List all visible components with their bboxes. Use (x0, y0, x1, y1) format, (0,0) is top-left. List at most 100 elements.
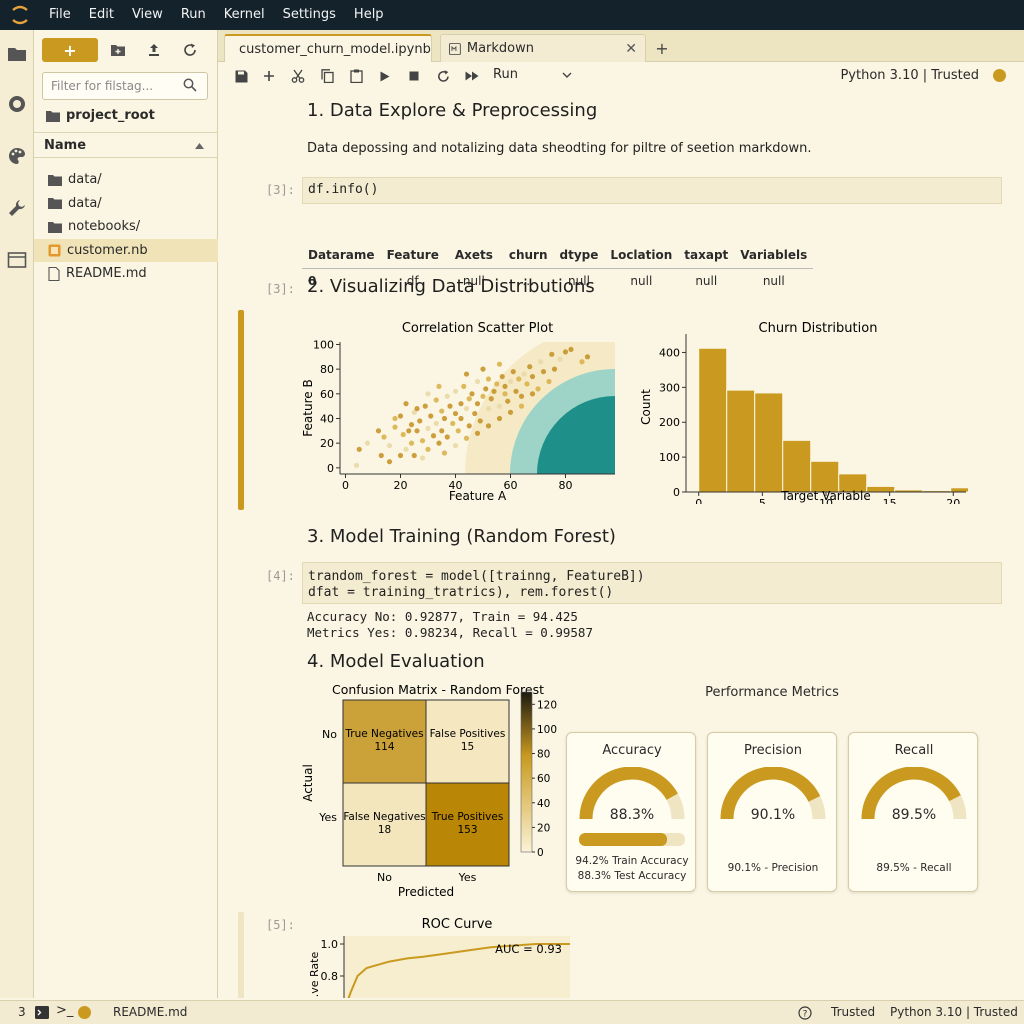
folder-icon (48, 197, 62, 209)
x-tick-label: 20 (394, 479, 408, 492)
add-tab-icon[interactable]: + (650, 36, 674, 60)
new-folder-icon[interactable] (108, 40, 128, 60)
copy-icon[interactable] (316, 66, 338, 86)
console-icon[interactable]: >_ (56, 1003, 73, 1018)
stop-icon[interactable] (403, 66, 425, 86)
palette-icon[interactable] (5, 144, 29, 168)
metric-value: 90.1% (708, 807, 838, 823)
breadcrumb[interactable]: project_root (46, 108, 155, 123)
scatter-point (401, 432, 406, 437)
scatter-point (527, 364, 532, 369)
scatter-point (535, 386, 540, 391)
file-item[interactable]: notebooks/ (34, 215, 218, 239)
file-filter-field[interactable] (42, 72, 208, 100)
scatter-point (579, 359, 584, 364)
fast-forward-icon[interactable] (461, 66, 483, 86)
file-list: data/ data/ notebooks/ customer.nb READM… (34, 168, 218, 286)
scatter-point (467, 396, 472, 401)
file-item[interactable]: README.md (34, 262, 218, 286)
menu-help[interactable]: Help (345, 0, 393, 30)
insert-cell-icon[interactable] (258, 66, 280, 86)
scatter-point (469, 391, 474, 396)
help-icon[interactable]: ? (798, 1006, 812, 1020)
histogram-chart: Churn Distribution0 5 10 15 200100200300400T… (628, 312, 968, 504)
menu-kernel[interactable]: Kernel (215, 0, 274, 30)
metric-subtext: 89.5% - Recall (849, 862, 979, 874)
cut-icon[interactable] (287, 66, 309, 86)
output-line: Metrics Yes: 0.98234, Recall = 0.99587 (307, 625, 593, 641)
scatter-point (453, 443, 458, 448)
status-kernel[interactable]: Python 3.10 | Trusted (890, 1005, 1018, 1019)
code-cell[interactable]: df.info() (302, 177, 1002, 204)
status-file[interactable]: README.md (113, 1005, 187, 1019)
y-tick-label: 100 (313, 338, 334, 351)
save-icon[interactable] (230, 66, 252, 86)
wrench-icon[interactable] (5, 196, 29, 220)
name-column-label: Name (44, 138, 86, 153)
new-launcher-button[interactable]: + (42, 38, 98, 62)
histogram-bar (727, 390, 755, 492)
status-count[interactable]: 3 (18, 1005, 26, 1019)
histogram-bar (699, 348, 727, 492)
restart-icon[interactable] (432, 66, 454, 86)
cell-collapser[interactable] (238, 912, 244, 998)
refresh-icon[interactable] (180, 40, 200, 60)
column-header: Loclation (604, 242, 678, 268)
menu-bar: File Edit View Run Kernel Settings Help (0, 0, 1024, 30)
kernel-status-icon (78, 1006, 91, 1019)
scatter-point (552, 367, 557, 372)
file-item[interactable]: data/ (34, 192, 218, 216)
kernel-status[interactable]: Python 3.10 | Trusted (840, 68, 1006, 83)
scatter-point (420, 438, 425, 443)
paste-icon[interactable] (345, 66, 367, 86)
scatter-point (453, 411, 458, 416)
scatter-point (436, 384, 441, 389)
cell-prompt: [3]: (266, 183, 295, 197)
y-tick-label: 0 (327, 462, 334, 475)
file-filter-input[interactable] (43, 79, 183, 93)
cell-prompt: [4]: (266, 569, 295, 583)
run-cell-icon[interactable] (374, 66, 396, 86)
scatter-point (516, 376, 521, 381)
status-trusted[interactable]: Trusted (831, 1005, 875, 1019)
y-tick-label: 80 (320, 363, 334, 376)
menu-file[interactable]: File (40, 0, 80, 30)
tab-notebook[interactable]: customer_churn_model.ipynb (224, 34, 432, 62)
tabs-icon[interactable] (5, 248, 29, 272)
tab-label: Markdown (467, 41, 605, 56)
close-icon[interactable]: ✕ (625, 41, 637, 57)
scatter-point (491, 389, 496, 394)
colorbar-tick-label: 120 (537, 699, 557, 711)
tab-markdown[interactable]: Markdown ✕ (440, 34, 646, 62)
scatter-point (461, 384, 466, 389)
scatter-point (519, 394, 524, 399)
file-item[interactable]: data/ (34, 168, 218, 192)
scatter-point (538, 359, 543, 364)
cell-type-select[interactable]: Run (493, 67, 572, 82)
code-cell[interactable]: trandom_forest = model([trainng, Feature… (302, 562, 1002, 604)
section-heading: 4. Model Evaluation (307, 651, 485, 672)
running-kernels-icon[interactable] (5, 92, 29, 116)
cell-prompt: [3]: (266, 282, 295, 296)
scatter-point (414, 428, 419, 433)
terminal-icon[interactable] (35, 1006, 49, 1019)
scatter-point (494, 381, 499, 386)
accuracy-progress-bar (579, 833, 685, 846)
scatter-point (398, 453, 403, 458)
y-axis-label: Feature B (301, 379, 315, 436)
menu-view[interactable]: View (123, 0, 172, 30)
metric-title: Accuracy (567, 743, 697, 758)
folder-icon[interactable] (5, 42, 29, 66)
breadcrumb-label: project_root (66, 108, 155, 123)
scatter-point (458, 401, 463, 406)
menu-settings[interactable]: Settings (274, 0, 345, 30)
cell-collapser[interactable] (238, 310, 244, 510)
upload-icon[interactable] (144, 40, 164, 60)
file-item-selected[interactable]: customer.nb (34, 239, 218, 263)
file-list-header[interactable]: Name (34, 132, 218, 158)
scatter-point (439, 428, 444, 433)
menu-run[interactable]: Run (172, 0, 215, 30)
menu-edit[interactable]: Edit (80, 0, 123, 30)
histogram-bar (811, 461, 839, 492)
scatter-point (541, 369, 546, 374)
